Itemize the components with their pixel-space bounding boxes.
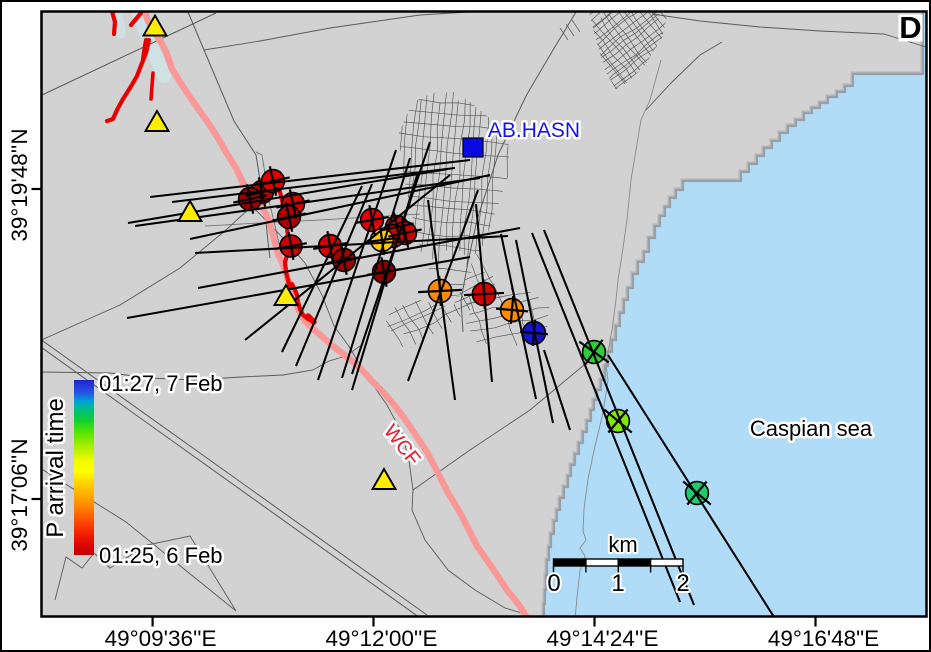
svg-text:0: 0 (547, 570, 560, 597)
svg-text:1: 1 (611, 570, 624, 597)
svg-text:49°14'24''E: 49°14'24''E (547, 626, 659, 651)
svg-text:39°19'48''N: 39°19'48''N (7, 128, 32, 241)
svg-text:Caspian sea: Caspian sea (750, 416, 873, 441)
svg-text:01:27, 7 Feb: 01:27, 7 Feb (99, 371, 223, 396)
svg-text:49°12'00''E: 49°12'00''E (326, 626, 438, 651)
svg-text:49°09'36''E: 49°09'36''E (105, 626, 217, 651)
svg-text:2: 2 (676, 570, 689, 597)
svg-text:01:25, 6 Feb: 01:25, 6 Feb (99, 543, 223, 568)
svg-text:D: D (899, 10, 921, 45)
svg-text:39°17'06''N: 39°17'06''N (7, 438, 32, 551)
svg-text:49°16'48"E: 49°16'48"E (768, 626, 879, 651)
svg-text:AB.HASN: AB.HASN (488, 119, 580, 142)
svg-text:km: km (608, 532, 637, 557)
svg-text:P arrival time: P arrival time (42, 398, 69, 538)
